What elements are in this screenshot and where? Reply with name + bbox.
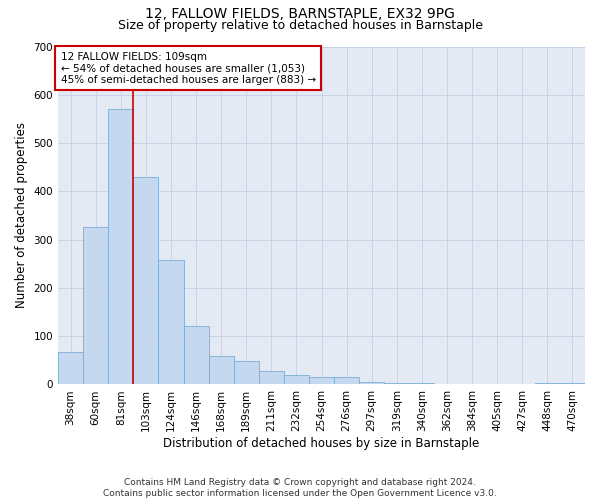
- Y-axis label: Number of detached properties: Number of detached properties: [15, 122, 28, 308]
- Bar: [58, 352, 83, 384]
- Bar: [535, 383, 560, 384]
- Text: 12 FALLOW FIELDS: 109sqm
← 54% of detached houses are smaller (1,053)
45% of sem: 12 FALLOW FIELDS: 109sqm ← 54% of detach…: [61, 52, 316, 85]
- Bar: [409, 383, 434, 384]
- Bar: [334, 377, 359, 384]
- Bar: [233, 362, 259, 384]
- Bar: [133, 177, 158, 384]
- Bar: [108, 110, 133, 384]
- Bar: [359, 382, 384, 384]
- Text: 12, FALLOW FIELDS, BARNSTAPLE, EX32 9PG: 12, FALLOW FIELDS, BARNSTAPLE, EX32 9PG: [145, 8, 455, 22]
- Text: Size of property relative to detached houses in Barnstaple: Size of property relative to detached ho…: [118, 19, 482, 32]
- Bar: [83, 226, 108, 384]
- Bar: [284, 375, 309, 384]
- Bar: [209, 356, 233, 384]
- Bar: [259, 372, 284, 384]
- Bar: [309, 377, 334, 384]
- Text: Contains HM Land Registry data © Crown copyright and database right 2024.
Contai: Contains HM Land Registry data © Crown c…: [103, 478, 497, 498]
- Bar: [560, 383, 585, 384]
- Bar: [184, 326, 209, 384]
- Bar: [384, 383, 409, 384]
- X-axis label: Distribution of detached houses by size in Barnstaple: Distribution of detached houses by size …: [163, 437, 479, 450]
- Bar: [158, 260, 184, 384]
